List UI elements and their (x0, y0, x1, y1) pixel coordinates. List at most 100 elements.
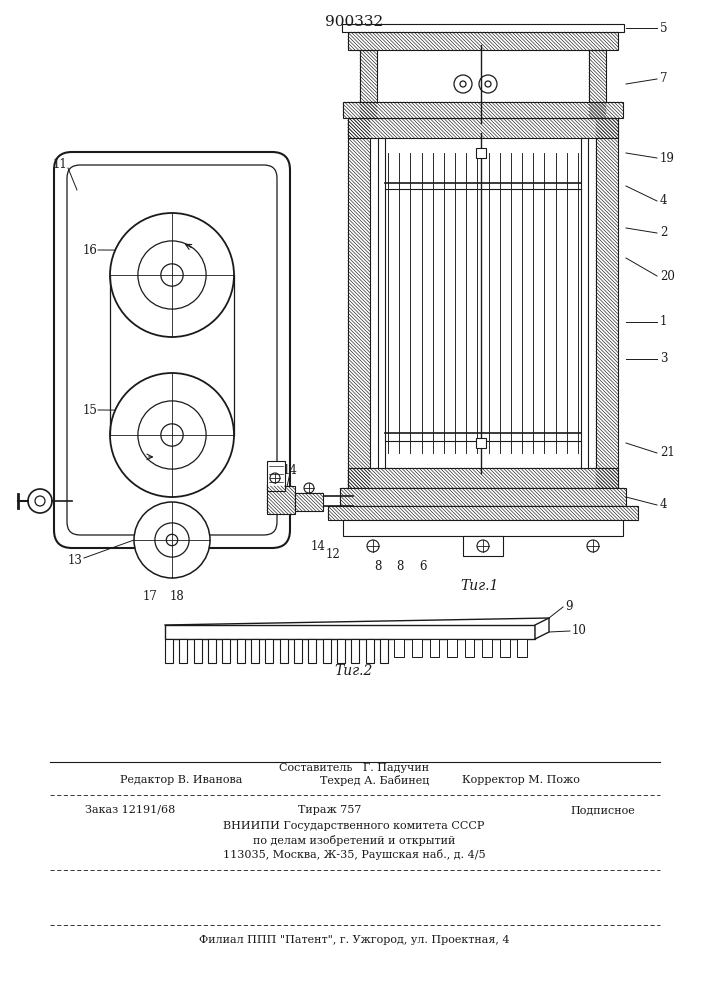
Bar (280, 639, 288, 663)
Text: 3: 3 (660, 352, 667, 365)
Bar (165, 639, 173, 663)
Text: 12: 12 (326, 548, 340, 560)
Bar (267, 461, 285, 491)
Polygon shape (535, 618, 549, 639)
Bar (222, 639, 230, 663)
Circle shape (35, 496, 45, 506)
Circle shape (110, 213, 234, 337)
Circle shape (477, 540, 489, 552)
Text: Тираж 757: Тираж 757 (298, 805, 362, 815)
Circle shape (454, 75, 472, 93)
Text: 8: 8 (374, 560, 382, 572)
Bar (328, 506, 638, 520)
Bar (294, 639, 302, 663)
Bar (340, 488, 626, 506)
Text: 4: 4 (660, 194, 667, 208)
Bar (581, 138, 588, 468)
Bar (194, 639, 201, 663)
Text: 15: 15 (83, 403, 98, 416)
Bar (589, 50, 606, 118)
Circle shape (134, 502, 210, 578)
Text: 20: 20 (660, 269, 675, 282)
Bar (348, 468, 618, 488)
Bar (360, 50, 377, 118)
Circle shape (28, 489, 52, 513)
Text: 4: 4 (660, 498, 667, 512)
Circle shape (304, 483, 314, 493)
Bar (208, 639, 216, 663)
Bar (395, 639, 404, 657)
Bar (343, 520, 623, 536)
Bar (430, 639, 439, 657)
Bar (337, 639, 345, 663)
Bar (378, 138, 385, 468)
Circle shape (160, 264, 183, 286)
Text: 113035, Москва, Ж-35, Раушская наб., д. 4/5: 113035, Москва, Ж-35, Раушская наб., д. … (223, 848, 485, 859)
Bar (295, 493, 323, 511)
Bar (380, 639, 388, 663)
Text: 9: 9 (565, 600, 573, 613)
Bar (476, 148, 486, 158)
Bar (237, 639, 245, 663)
Text: Филиал ППП "Патент", г. Ужгород, ул. Проектная, 4: Филиал ППП "Патент", г. Ужгород, ул. Про… (199, 935, 509, 945)
Bar (348, 118, 618, 138)
Text: 18: 18 (170, 589, 185, 602)
Text: Τиг.1: Τиг.1 (461, 579, 499, 593)
Text: 2: 2 (660, 227, 667, 239)
Bar (348, 32, 618, 50)
Circle shape (485, 81, 491, 87)
Circle shape (166, 534, 177, 546)
Bar (518, 639, 527, 657)
Text: Τиг.2: Τиг.2 (335, 664, 373, 678)
Text: 7: 7 (660, 73, 667, 86)
Bar (267, 486, 295, 514)
Circle shape (160, 424, 183, 446)
Circle shape (460, 81, 466, 87)
Text: Корректор М. Пожо: Корректор М. Пожо (462, 775, 580, 785)
Text: Подписное: Подписное (570, 805, 635, 815)
Text: по делам изобретений и открытий: по делам изобретений и открытий (253, 834, 455, 846)
Text: Заказ 12191/68: Заказ 12191/68 (85, 805, 175, 815)
Bar (342, 24, 624, 32)
Bar (322, 639, 331, 663)
Bar (482, 639, 492, 657)
Circle shape (138, 241, 206, 309)
Text: 10: 10 (572, 624, 587, 638)
Text: 11: 11 (52, 158, 67, 172)
Text: 17: 17 (143, 589, 158, 602)
Text: Составитель   Г. Падучин: Составитель Г. Падучин (279, 763, 429, 773)
Bar (180, 639, 187, 663)
Text: 19: 19 (660, 151, 675, 164)
Bar (464, 639, 474, 657)
Text: 14: 14 (283, 464, 298, 477)
Bar (463, 536, 503, 556)
Text: 8: 8 (397, 560, 404, 572)
Text: ВНИИПИ Государственного комитета СССР: ВНИИПИ Государственного комитета СССР (223, 821, 485, 831)
Text: 5: 5 (660, 21, 667, 34)
Bar (165, 625, 535, 639)
Bar (596, 118, 618, 488)
Bar (343, 102, 623, 118)
Bar (476, 438, 486, 448)
Bar (366, 639, 373, 663)
Text: 16: 16 (83, 243, 98, 256)
Bar (351, 639, 359, 663)
Text: 21: 21 (660, 446, 674, 460)
Bar (447, 639, 457, 657)
Bar (500, 639, 510, 657)
Text: Редактор В. Иванова: Редактор В. Иванова (120, 775, 243, 785)
Circle shape (367, 540, 379, 552)
Bar (251, 639, 259, 663)
FancyBboxPatch shape (54, 152, 290, 548)
Circle shape (479, 75, 497, 93)
Bar (265, 639, 273, 663)
Circle shape (155, 523, 189, 557)
Bar (308, 639, 316, 663)
Text: 900332: 900332 (325, 15, 383, 29)
Circle shape (110, 373, 234, 497)
Bar (348, 118, 370, 488)
Circle shape (138, 401, 206, 469)
Bar (412, 639, 421, 657)
FancyBboxPatch shape (67, 165, 277, 535)
Text: 1: 1 (660, 315, 667, 328)
